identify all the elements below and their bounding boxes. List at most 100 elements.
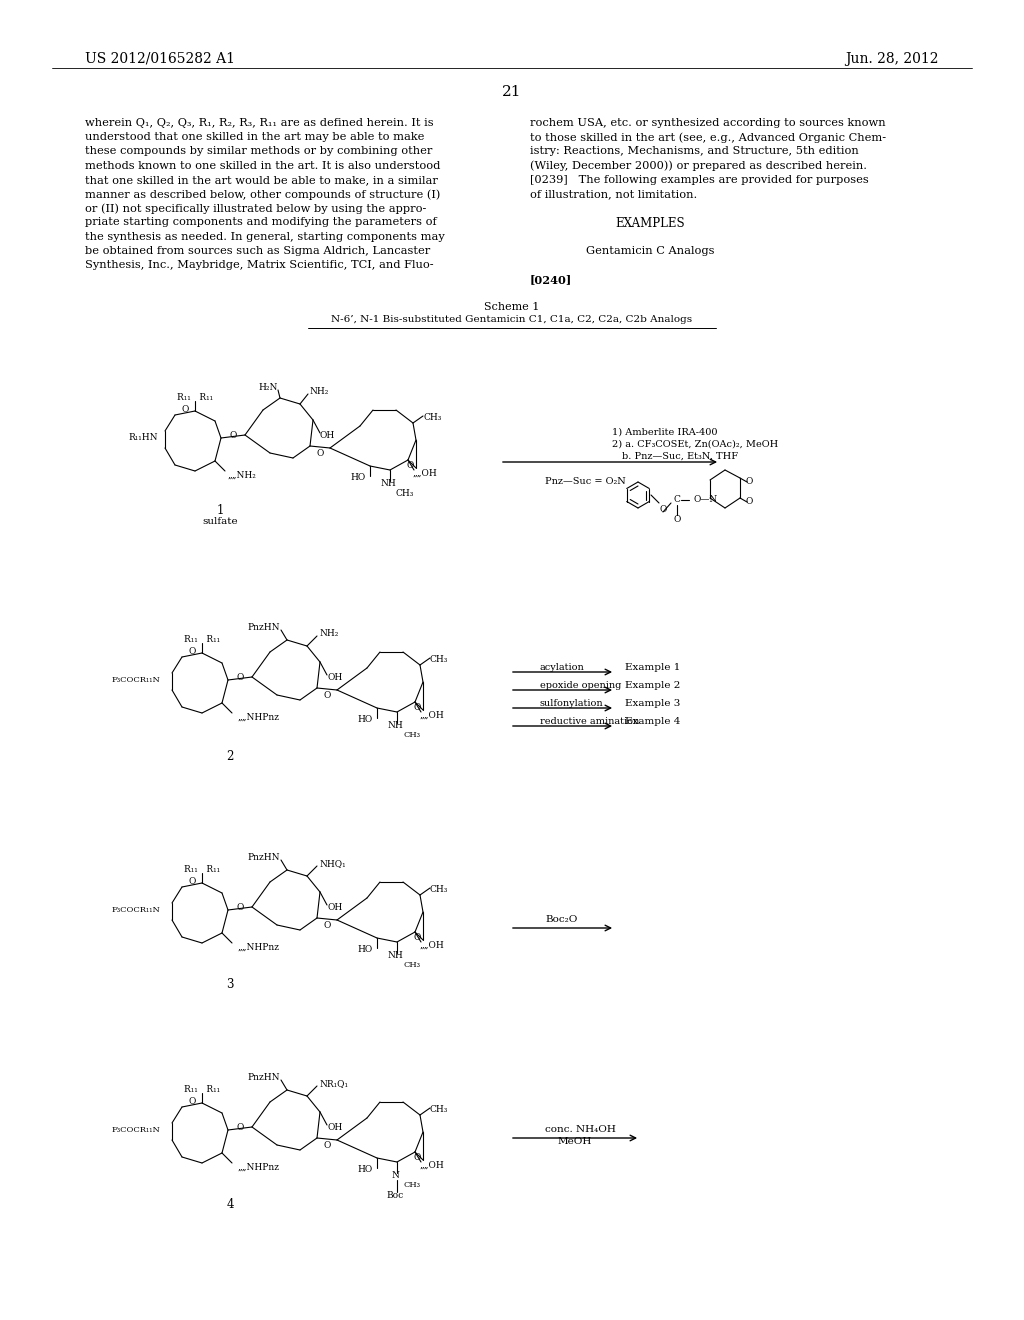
Text: „„NH₂: „„NH₂ — [228, 470, 257, 479]
Text: the synthesis as needed. In general, starting components may: the synthesis as needed. In general, sta… — [85, 231, 444, 242]
Text: O: O — [414, 1154, 421, 1163]
Text: 1) Amberlite IRA-400: 1) Amberlite IRA-400 — [612, 428, 718, 437]
Text: PnzHN: PnzHN — [248, 1073, 280, 1082]
Text: O: O — [188, 876, 196, 886]
Text: Gentamicin C Analogs: Gentamicin C Analogs — [586, 246, 715, 256]
Text: CH₃: CH₃ — [423, 413, 441, 422]
Text: epoxide opening: epoxide opening — [540, 681, 622, 690]
Text: 1: 1 — [216, 503, 223, 516]
Text: N-6’, N-1 Bis-substituted Gentamicin C1, C1a, C2, C2a, C2b Analogs: N-6’, N-1 Bis-substituted Gentamicin C1,… — [332, 315, 692, 323]
Text: „„NHPnz: „„NHPnz — [238, 713, 280, 722]
Text: (Wiley, December 2000)) or prepared as described herein.: (Wiley, December 2000)) or prepared as d… — [530, 161, 867, 172]
Text: O: O — [407, 462, 414, 470]
Text: NH: NH — [387, 950, 402, 960]
Text: NH: NH — [387, 721, 402, 730]
Text: 4: 4 — [226, 1199, 233, 1212]
Text: O: O — [237, 903, 244, 912]
Text: istry: Reactions, Mechanisms, and Structure, 5th edition: istry: Reactions, Mechanisms, and Struct… — [530, 147, 859, 156]
Text: CH₃: CH₃ — [430, 886, 449, 895]
Text: reductive amination: reductive amination — [540, 718, 639, 726]
Text: Example 2: Example 2 — [625, 681, 680, 690]
Text: OH: OH — [319, 432, 335, 441]
Text: R₁₁   R₁₁: R₁₁ R₁₁ — [177, 393, 213, 403]
Text: F₃COCR₁₁N: F₃COCR₁₁N — [112, 906, 160, 913]
Text: O: O — [316, 449, 324, 458]
Text: R₁₁   R₁₁: R₁₁ R₁₁ — [184, 635, 220, 644]
Text: O: O — [188, 1097, 196, 1106]
Text: b. Pnz—Suc, Et₃N, THF: b. Pnz—Suc, Et₃N, THF — [622, 451, 738, 461]
Text: manner as described below, other compounds of structure (I): manner as described below, other compoun… — [85, 189, 440, 199]
Text: priate starting components and modifying the parameters of: priate starting components and modifying… — [85, 218, 437, 227]
Text: 2: 2 — [226, 751, 233, 763]
Text: O: O — [324, 690, 331, 700]
Text: NR₁Q₁: NR₁Q₁ — [319, 1080, 349, 1089]
Text: O: O — [237, 1122, 244, 1131]
Text: or (II) not specifically illustrated below by using the appro-: or (II) not specifically illustrated bel… — [85, 203, 426, 214]
Text: OH: OH — [327, 673, 342, 682]
Text: CH₃: CH₃ — [403, 961, 420, 969]
Text: „„OH: „„OH — [420, 1160, 444, 1170]
Text: O: O — [659, 504, 667, 513]
Text: Scheme 1: Scheme 1 — [484, 302, 540, 312]
Text: these compounds by similar methods or by combining other: these compounds by similar methods or by… — [85, 147, 432, 156]
Text: be obtained from sources such as Sigma Aldrich, Lancaster: be obtained from sources such as Sigma A… — [85, 246, 430, 256]
Text: Jun. 28, 2012: Jun. 28, 2012 — [846, 51, 939, 66]
Text: HO: HO — [357, 945, 373, 954]
Text: CH₃: CH₃ — [403, 731, 420, 739]
Text: O: O — [324, 1140, 331, 1150]
Text: „„OH: „„OH — [420, 710, 444, 719]
Text: HO: HO — [357, 715, 373, 725]
Text: US 2012/0165282 A1: US 2012/0165282 A1 — [85, 51, 234, 66]
Text: N: N — [391, 1171, 399, 1180]
Text: EXAMPLES: EXAMPLES — [615, 218, 685, 231]
Text: MeOH: MeOH — [558, 1138, 592, 1147]
Text: sulfonylation: sulfonylation — [540, 700, 603, 709]
Text: O: O — [414, 704, 421, 713]
Text: understood that one skilled in the art may be able to make: understood that one skilled in the art m… — [85, 132, 424, 143]
Text: HO: HO — [351, 474, 366, 483]
Text: PnzHN: PnzHN — [248, 854, 280, 862]
Text: NH: NH — [380, 479, 396, 487]
Text: rochem USA, etc. or synthesized according to sources known: rochem USA, etc. or synthesized accordin… — [530, 117, 886, 128]
Text: NH₂: NH₂ — [319, 630, 339, 639]
Text: O: O — [188, 647, 196, 656]
Text: F₃COCR₁₁N: F₃COCR₁₁N — [112, 676, 160, 684]
Text: CH₃: CH₃ — [430, 656, 449, 664]
Text: R₁₁   R₁₁: R₁₁ R₁₁ — [184, 866, 220, 874]
Text: wherein Q₁, Q₂, Q₃, R₁, R₂, R₃, R₁₁ are as defined herein. It is: wherein Q₁, Q₂, Q₃, R₁, R₂, R₃, R₁₁ are … — [85, 117, 433, 128]
Text: O: O — [745, 478, 753, 487]
Text: Example 3: Example 3 — [625, 700, 680, 709]
Text: NH₂: NH₂ — [310, 388, 330, 396]
Text: 3: 3 — [226, 978, 233, 991]
Text: [0240]: [0240] — [530, 275, 572, 285]
Text: OH: OH — [327, 1123, 342, 1133]
Text: Boc: Boc — [386, 1191, 403, 1200]
Text: Synthesis, Inc., Maybridge, Matrix Scientific, TCI, and Fluo-: Synthesis, Inc., Maybridge, Matrix Scien… — [85, 260, 433, 271]
Text: NHQ₁: NHQ₁ — [319, 859, 347, 869]
Text: that one skilled in the art would be able to make, in a similar: that one skilled in the art would be abl… — [85, 174, 438, 185]
Text: sulfate: sulfate — [202, 517, 238, 527]
Text: „„NHPnz: „„NHPnz — [238, 1163, 280, 1172]
Text: R₁₁   R₁₁: R₁₁ R₁₁ — [184, 1085, 220, 1094]
Text: 2) a. CF₃COSEt, Zn(OAc)₂, MeOH: 2) a. CF₃COSEt, Zn(OAc)₂, MeOH — [612, 440, 778, 449]
Text: O: O — [237, 672, 244, 681]
Text: C: C — [674, 495, 680, 504]
Text: Example 1: Example 1 — [625, 664, 680, 672]
Text: acylation: acylation — [540, 664, 585, 672]
Text: Boc₂O: Boc₂O — [545, 916, 578, 924]
Text: CH₃: CH₃ — [430, 1106, 449, 1114]
Text: 21: 21 — [502, 84, 522, 99]
Text: „„OH: „„OH — [413, 469, 437, 478]
Text: R₁₁HN: R₁₁HN — [128, 433, 158, 442]
Text: „„NHPnz: „„NHPnz — [238, 942, 280, 952]
Text: PnzHN: PnzHN — [248, 623, 280, 632]
Text: of illustration, not limitation.: of illustration, not limitation. — [530, 189, 697, 199]
Text: H₂N: H₂N — [259, 384, 278, 392]
Text: HO: HO — [357, 1166, 373, 1175]
Text: CH₃: CH₃ — [396, 488, 415, 498]
Text: O: O — [229, 430, 237, 440]
Text: „„OH: „„OH — [420, 940, 444, 949]
Text: CH₃: CH₃ — [403, 1181, 420, 1189]
Text: [0239]   The following examples are provided for purposes: [0239] The following examples are provid… — [530, 174, 868, 185]
Text: methods known to one skilled in the art. It is also understood: methods known to one skilled in the art.… — [85, 161, 440, 170]
